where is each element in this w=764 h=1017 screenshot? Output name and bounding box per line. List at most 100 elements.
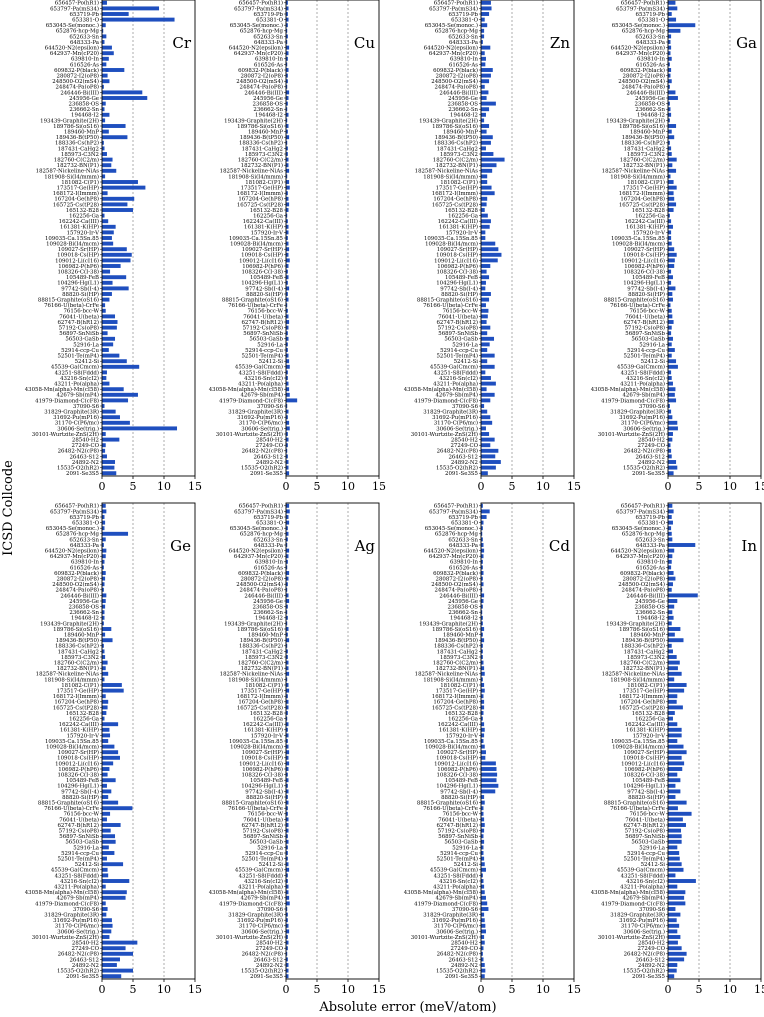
bar (286, 51, 289, 56)
bar (481, 621, 483, 626)
bar (286, 348, 288, 352)
bar (668, 789, 681, 794)
y-tick-label: 182732-BN(P1) (623, 162, 665, 169)
bar (668, 460, 677, 464)
bar (668, 241, 672, 246)
y-tick-label: 42679-Sb(mP4) (623, 895, 666, 902)
y-tick-label: 31829-Graphite(3R) (44, 409, 99, 416)
y-tick-label: 105489-FeB (66, 275, 99, 281)
bar (102, 420, 130, 425)
bar (668, 118, 670, 123)
bar (102, 426, 178, 431)
y-tick-label: 653719-Pb (254, 515, 284, 521)
y-tick-label: 187431-CaHg2 (624, 146, 665, 152)
y-tick-label: 76041-U(beta) (625, 816, 665, 823)
bar (481, 118, 485, 123)
y-tick-label: 27249-CO (255, 946, 283, 952)
y-tick-label: 106982-P(hP6) (624, 263, 665, 270)
y-tick-label: 167204-Ge(hP8) (54, 699, 99, 706)
bar (286, 711, 288, 715)
y-tick-label: 161381-K(HP) (626, 224, 665, 231)
y-tick-label: 162256-Ga (448, 214, 479, 220)
y-tick-label: 45539-Ga(Cmcm) (430, 364, 478, 371)
bar (481, 543, 484, 547)
bar (102, 683, 122, 687)
bar (102, 604, 106, 609)
bar (102, 314, 116, 319)
bar (102, 252, 132, 257)
bar (102, 789, 112, 794)
bar (286, 582, 288, 587)
bar (481, 851, 484, 855)
y-tick-label: 108326-C(I-38) (57, 772, 99, 779)
bar (102, 587, 104, 592)
y-tick-label: 88815-Graphite(oS16) (38, 297, 99, 304)
bar (668, 185, 677, 190)
y-tick-label: 642937-Mn(cP20) (429, 553, 478, 560)
bar (481, 152, 494, 156)
bar (102, 772, 108, 777)
bar (481, 918, 485, 923)
y-tick-label: 56897-SnNiSb (59, 331, 99, 337)
bar (286, 443, 288, 448)
y-tick-label: 62747-B(hR12) (241, 319, 283, 326)
bar (286, 649, 288, 654)
bar (102, 392, 138, 397)
bar (668, 213, 670, 218)
bar (286, 968, 289, 973)
x-tick-label: 15 (567, 480, 581, 493)
y-tick-label: 52914-ccp-Cu (245, 851, 283, 857)
bar (102, 879, 130, 883)
bar (286, 392, 290, 397)
bar (102, 124, 126, 128)
bar (102, 269, 111, 274)
bar (286, 387, 290, 392)
bar (102, 28, 104, 33)
y-tick-label: 653719-Pb (254, 12, 284, 18)
bar (286, 292, 288, 296)
y-tick-label: 2091-Se3S5 (632, 471, 666, 477)
y-tick-label: 639810-In (255, 57, 284, 63)
y-tick-label: 653797-Pa(mS34) (234, 508, 283, 515)
bar (286, 34, 288, 39)
y-tick-label: 105489-FeB (632, 275, 665, 281)
y-tick-label: 37090-S6 (257, 404, 284, 410)
y-tick-label: 2091-Se3S5 (250, 471, 284, 477)
bar (668, 101, 670, 106)
bar (102, 404, 105, 408)
bar (102, 34, 107, 39)
y-tick-label: 109035-Ca.15Sn.85 (45, 739, 100, 745)
y-tick-label: 109027-Sr(HP) (437, 749, 478, 756)
y-tick-label: 236858-OS (447, 605, 478, 611)
y-tick-label: 162242-Ca(III) (59, 218, 99, 225)
panel-title: Cu (354, 34, 375, 52)
y-tick-label: 653719-Pb (70, 12, 100, 18)
y-tick-label: 109028-Bi(I4/mcm) (612, 241, 665, 248)
y-tick-label: 43211-Po(alpha) (433, 381, 478, 388)
panel-title: Ag (354, 537, 376, 555)
y-tick-label: 189436-B(tP50) (240, 637, 283, 644)
bar (286, 79, 288, 84)
y-tick-label: 31170-C(P6/mc) (55, 420, 99, 427)
bar (668, 252, 677, 257)
bar (286, 303, 288, 308)
y-tick-label: 109028-Bi(I4/mcm) (425, 241, 478, 248)
bar (481, 879, 484, 883)
y-tick-label: 246446-Bi(III) (60, 592, 99, 599)
bar (102, 582, 105, 587)
y-tick-label: 76156-bcc-W (629, 309, 665, 315)
bar (481, 845, 484, 850)
bar (286, 230, 289, 235)
y-tick-label: 157920-Ir-V (446, 230, 479, 236)
y-tick-label: 45539-Ga(Cmcm) (235, 364, 283, 371)
y-tick-label: 656457-Po(hR1) (434, 503, 478, 510)
panel-title: Cr (172, 34, 191, 52)
y-tick-label: 248500-O2(mS4) (52, 581, 99, 588)
y-tick-label: 173517-Ge(HP) (241, 688, 283, 695)
bar (481, 129, 487, 134)
bar (286, 912, 288, 917)
bar (668, 465, 678, 470)
y-tick-label: 45539-Ga(Cmcm) (617, 867, 665, 874)
y-tick-label: 181082-C(P1) (245, 179, 283, 186)
y-tick-label: 248500-O2(mS4) (618, 581, 665, 588)
